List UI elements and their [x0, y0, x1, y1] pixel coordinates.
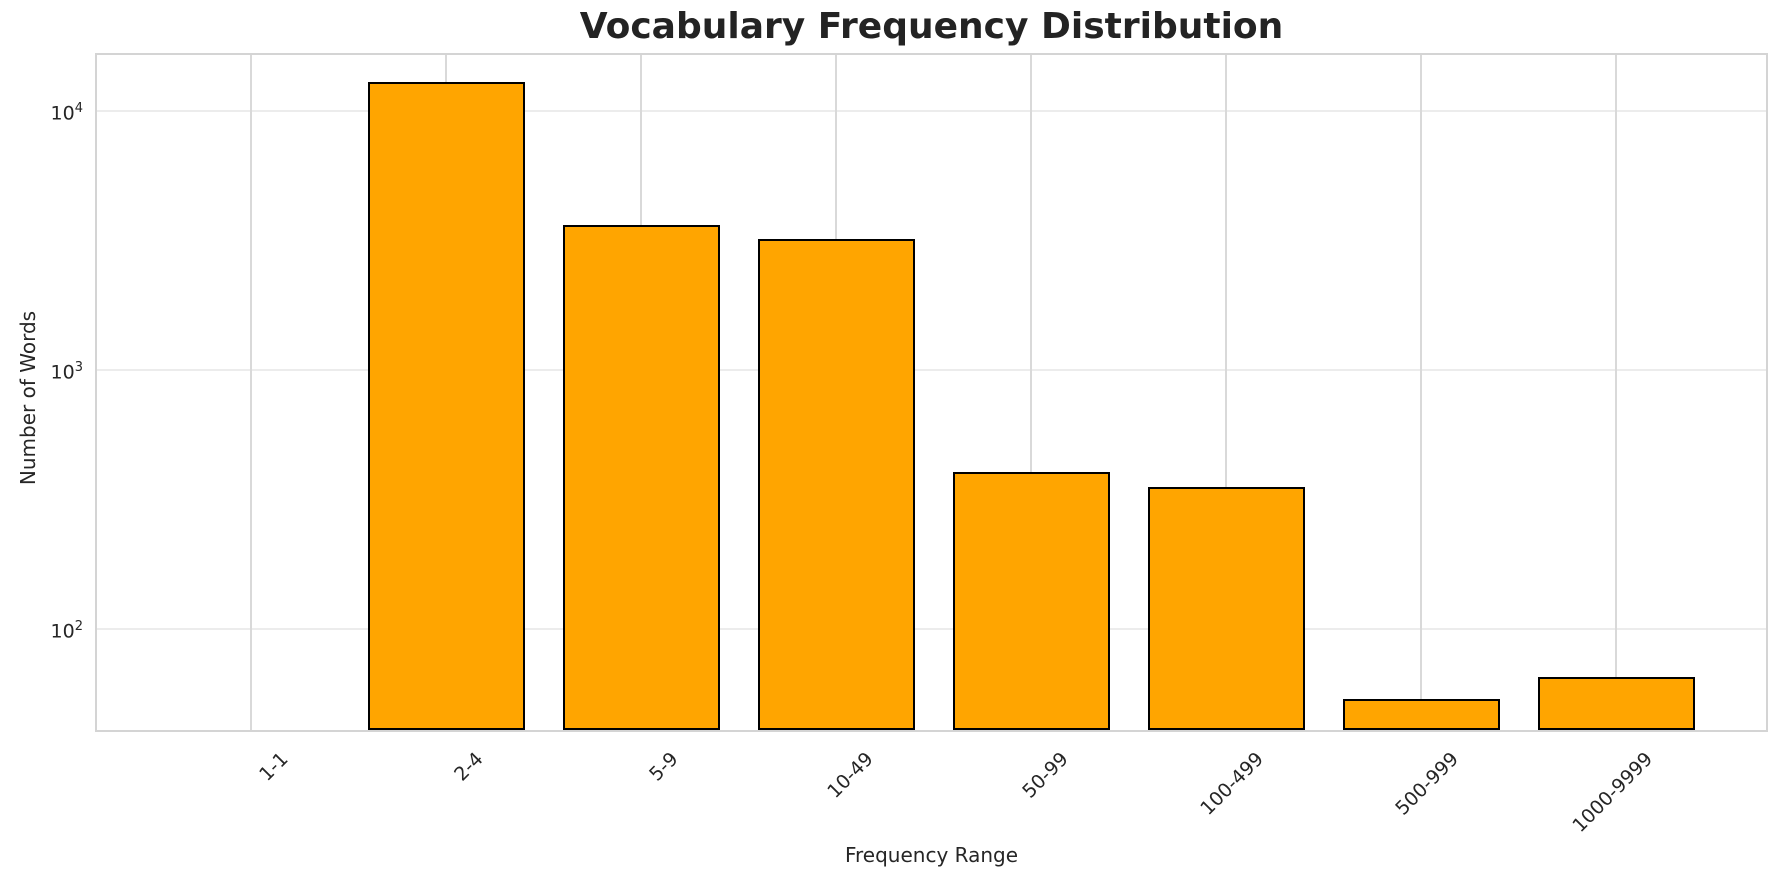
x-tick-label-text: 50-99 [1017, 748, 1073, 803]
x-tick-label-text: 500-999 [1390, 748, 1463, 820]
x-tick-label-text: 1-1 [255, 748, 293, 786]
bar-10-49 [757, 239, 915, 730]
chart-title: Vocabulary Frequency Distribution [579, 6, 1284, 47]
bar-50-99 [952, 472, 1110, 730]
y-gridline [97, 110, 1766, 112]
x-axis-label: Frequency Range [844, 843, 1019, 867]
bar-5-9 [562, 225, 720, 730]
plot-area [95, 53, 1768, 732]
x-tick-label-text: 1000-9999 [1568, 748, 1658, 837]
y-axis-label-text: Number of Words [16, 310, 40, 486]
y-tick-label: 103 [50, 360, 83, 384]
x-gridline [1615, 55, 1617, 730]
y-tick-label: 102 [50, 619, 83, 643]
x-tick-label-text: 100-499 [1195, 748, 1268, 820]
x-gridline [250, 55, 252, 730]
y-gridline [97, 369, 1766, 371]
x-gridline [1030, 55, 1032, 730]
bar-100-499 [1147, 487, 1305, 730]
x-tick-label-text: 2-4 [450, 748, 488, 786]
y-tick-label: 104 [50, 101, 83, 125]
x-gridline [1225, 55, 1227, 730]
bar-500-999 [1342, 699, 1500, 730]
x-tick-label-text: 10-49 [822, 748, 878, 803]
bar-1000-9999 [1537, 677, 1695, 730]
bar-2-4 [367, 82, 525, 730]
x-tick-label-text: 5-9 [645, 748, 683, 786]
y-gridline [97, 628, 1766, 630]
x-gridline [1420, 55, 1422, 730]
